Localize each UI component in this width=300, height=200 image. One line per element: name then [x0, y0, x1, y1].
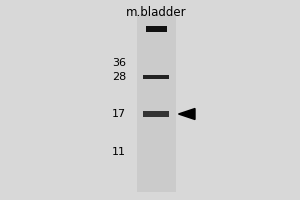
Text: 17: 17 [112, 109, 126, 119]
Polygon shape [178, 108, 195, 119]
Bar [136, 14, 176, 192]
Bar [143, 111, 169, 117]
Bar [143, 75, 169, 79]
Bar [146, 26, 167, 32]
Text: m.bladder: m.bladder [126, 6, 186, 19]
Text: 36: 36 [112, 58, 126, 68]
Text: 11: 11 [112, 147, 126, 157]
Text: 28: 28 [112, 72, 126, 82]
